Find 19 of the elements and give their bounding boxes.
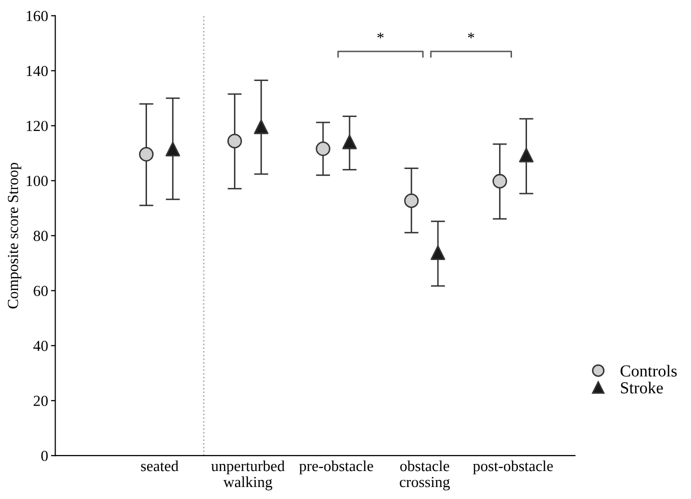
y-tick-label: 20 <box>34 396 48 406</box>
y-tick-label: 140 <box>26 66 48 76</box>
y-tick-label: 40 <box>33 340 48 352</box>
y-tick-label: 60 <box>34 286 48 296</box>
legend-label: Controls <box>620 364 677 377</box>
x-tick-label: pre-obstacle <box>299 460 374 474</box>
y-axis-title: Composite score Stroop <box>8 162 22 308</box>
y-tick-label: 100 <box>26 176 48 186</box>
y-tick-label: 120 <box>26 120 48 132</box>
annotation: * <box>377 32 384 38</box>
y-tick-label: 0 <box>41 450 48 462</box>
legend-label: Stroke <box>621 382 663 394</box>
x-tick-label: obstacle crossing <box>400 460 450 490</box>
x-tick-label: unperturbed walking <box>211 460 285 490</box>
x-tick-label: seated <box>141 460 178 472</box>
y-tick-label: 80 <box>34 230 48 242</box>
x-tick-label: post-obstacle <box>472 460 553 474</box>
annotation: * <box>468 32 474 38</box>
y-tick-label: 160 <box>26 10 48 22</box>
